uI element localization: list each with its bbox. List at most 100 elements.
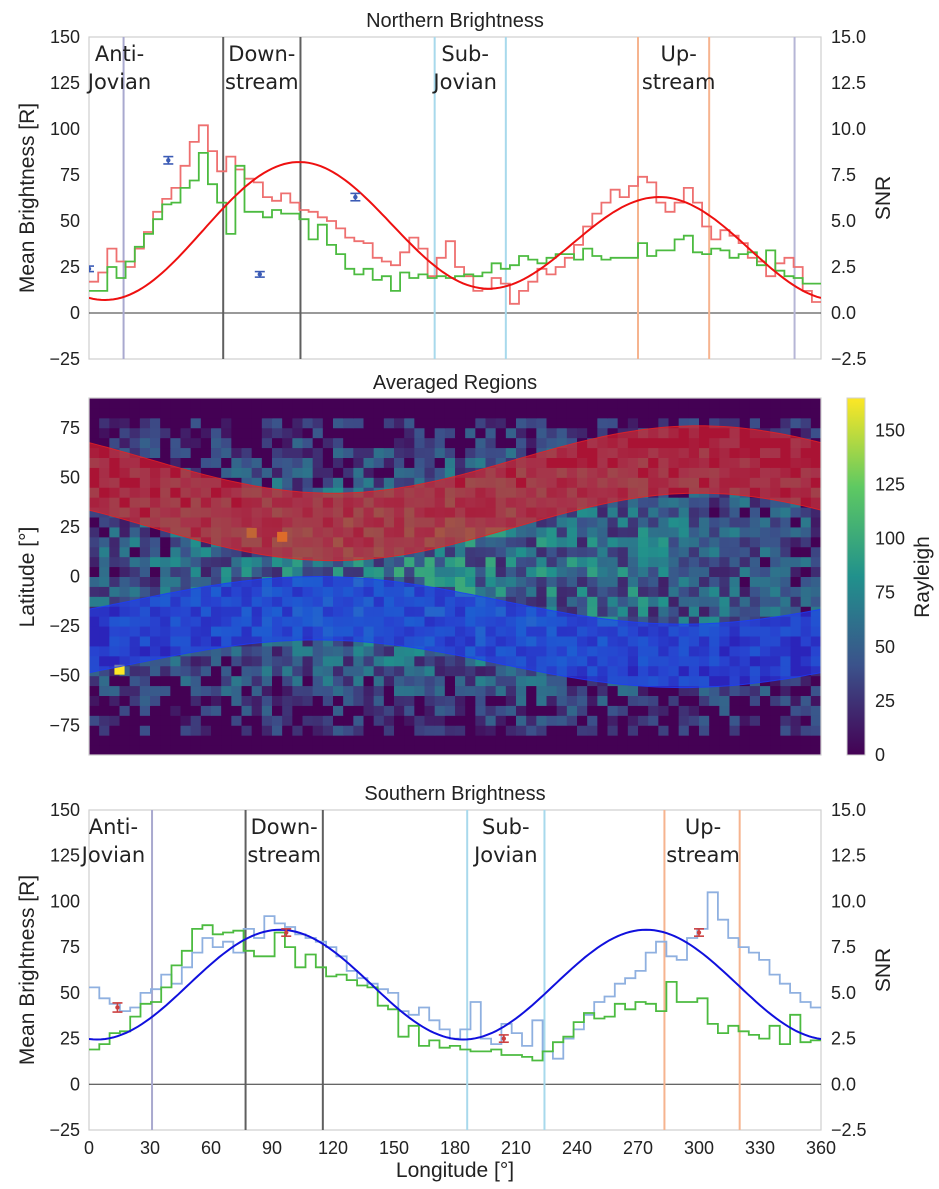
heatmap-cell xyxy=(546,407,558,419)
heatmap-cell xyxy=(353,685,364,696)
heatmap-cell xyxy=(434,398,446,409)
heatmap-cell xyxy=(536,536,547,548)
heatmap-cell xyxy=(800,675,812,687)
heatmap-cell xyxy=(658,745,669,755)
heatmap-cell xyxy=(302,566,314,577)
heatmap-cell xyxy=(780,556,791,568)
heatmap-cell xyxy=(729,705,741,716)
heatmap-cell xyxy=(424,705,436,716)
heatmap-cell xyxy=(424,645,436,657)
heatmap-cell xyxy=(180,705,192,716)
heatmap-cell xyxy=(221,665,232,677)
heatmap-cell xyxy=(404,407,415,419)
heatmap-cell xyxy=(760,705,771,716)
heatmap-cell xyxy=(353,407,364,419)
heatmap-cell xyxy=(475,427,486,439)
heatmap-cell xyxy=(729,517,741,528)
heatmap-cell xyxy=(150,427,161,439)
heatmap-cell xyxy=(627,725,639,736)
heatmap-cell xyxy=(353,447,364,458)
heatmap-cell xyxy=(688,735,700,746)
heatmap-cell xyxy=(221,457,232,468)
heatmap-cell xyxy=(414,735,425,746)
heatmap-cell xyxy=(302,735,314,746)
heatmap-cell xyxy=(99,536,110,548)
heatmap-cell xyxy=(607,526,619,538)
heatmap-cell xyxy=(455,745,466,755)
heatmap-cell xyxy=(353,665,364,677)
heatmap-cell xyxy=(434,655,446,667)
heatmap-cell xyxy=(434,745,446,755)
heatmap-cell xyxy=(160,407,171,419)
heatmap-cell xyxy=(607,705,619,716)
heatmap-cell xyxy=(729,695,741,706)
heatmap-cell xyxy=(719,586,730,597)
heatmap-cell xyxy=(475,576,486,587)
heatmap-cell xyxy=(465,546,476,558)
heatmap-cell xyxy=(190,546,202,558)
heatmap-cell xyxy=(800,586,812,597)
heatmap-cell xyxy=(719,566,730,577)
heatmap-cell xyxy=(546,417,558,429)
heatmap-cell xyxy=(556,556,568,568)
heatmap-cell xyxy=(383,477,395,488)
heatmap-cell xyxy=(709,536,720,548)
heatmap-cell xyxy=(343,467,354,478)
region-label: stream xyxy=(225,70,299,94)
heatmap-cell xyxy=(424,715,436,726)
heatmap-cell xyxy=(648,536,659,548)
heatmap-cell xyxy=(495,576,507,587)
heatmap-cell xyxy=(129,695,141,706)
colorbar-tick-label: 100 xyxy=(875,529,905,549)
heatmap-cell xyxy=(597,566,608,577)
heatmap-cell xyxy=(719,715,730,726)
heatmap-cell xyxy=(648,566,659,577)
heatmap-cell xyxy=(211,745,222,755)
heatmap-cell xyxy=(638,407,649,419)
heatmap-cell xyxy=(119,596,131,607)
heatmap-cell xyxy=(760,517,771,528)
heatmap-cell xyxy=(109,417,120,429)
heatmap-cell xyxy=(475,715,486,726)
heatmap-cell xyxy=(414,715,425,726)
heatmap-cell xyxy=(241,645,253,657)
heatmap-cell xyxy=(109,695,120,706)
heatmap-cell xyxy=(160,725,171,736)
heatmap-cell xyxy=(261,477,273,488)
heatmap-cell xyxy=(251,477,263,488)
heatmap-cell xyxy=(89,715,100,726)
heatmap-cell xyxy=(373,665,385,677)
heatmap-cell xyxy=(526,725,537,736)
heatmap-cell xyxy=(810,517,821,528)
heatmap-cell xyxy=(556,675,568,687)
heatmap-cell xyxy=(455,675,466,687)
heatmap-cell xyxy=(353,556,364,568)
heatmap-cell xyxy=(231,645,242,657)
heatmap-cell xyxy=(231,417,242,429)
heatmap-cell xyxy=(221,447,232,458)
heatmap-cell xyxy=(129,566,141,577)
heatmap-cell xyxy=(597,685,608,696)
heatmap-cell xyxy=(688,695,700,706)
heatmap-cell xyxy=(607,596,619,607)
heatmap-cell xyxy=(770,517,781,528)
heatmap-cell xyxy=(200,447,212,458)
heatmap-cell xyxy=(546,566,558,577)
heatmap-cell xyxy=(434,576,446,587)
heatmap-cell xyxy=(597,586,608,597)
heatmap-cell xyxy=(150,536,161,548)
heatmap-cell xyxy=(160,586,171,597)
heatmap-cell xyxy=(770,685,781,696)
heatmap-cell xyxy=(800,725,812,736)
heatmap-cell xyxy=(139,427,151,439)
heatmap-cell xyxy=(678,735,690,746)
heatmap-cell xyxy=(139,685,151,696)
heatmap-cell xyxy=(394,665,405,677)
heatmap-cell xyxy=(577,398,588,409)
heatmap-cell xyxy=(251,665,263,677)
heatmap-cell xyxy=(444,546,456,558)
heatmap-cell xyxy=(739,705,751,716)
heatmap-cell xyxy=(810,715,821,726)
heatmap-cell xyxy=(597,725,608,736)
heatmap-cell xyxy=(719,417,730,429)
